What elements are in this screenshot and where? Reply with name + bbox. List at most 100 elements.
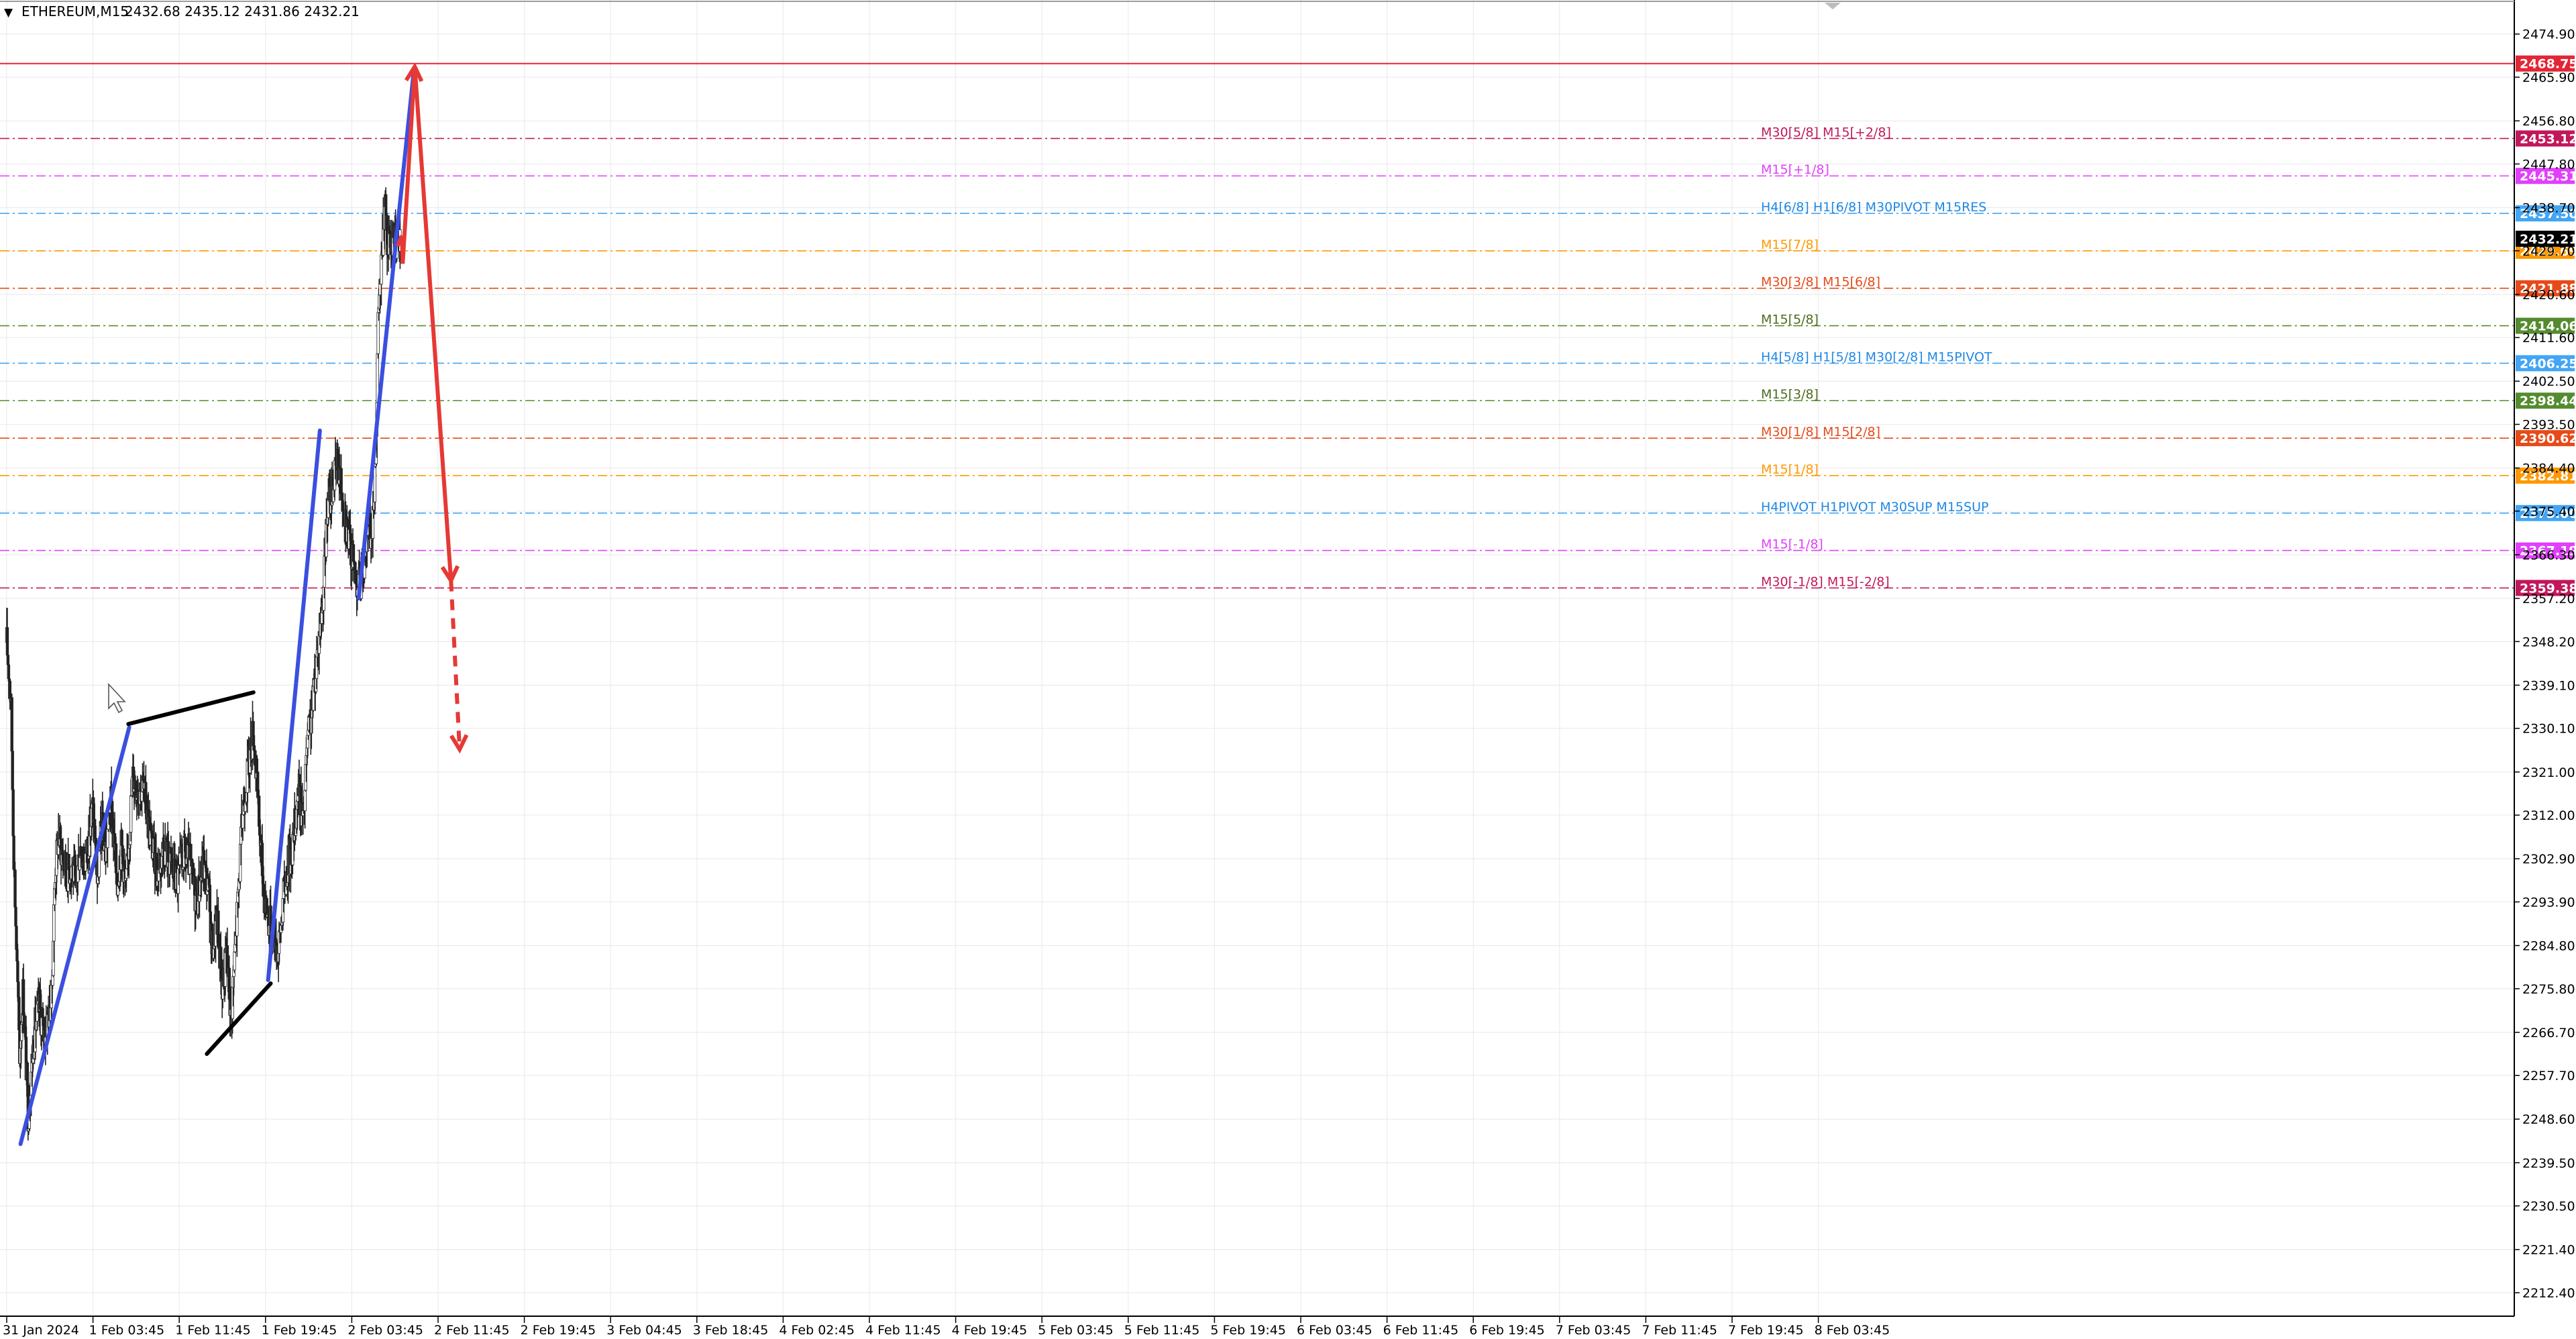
trendline[interactable] xyxy=(266,428,322,982)
candle-body xyxy=(241,814,245,828)
price-tick-label: 2212.40 xyxy=(2522,1286,2575,1301)
level-price-label: 2390.62 xyxy=(2520,431,2576,446)
trendline[interactable] xyxy=(356,68,416,601)
time-tick-label: 4 Feb 11:45 xyxy=(865,1323,941,1338)
level-price-label: 2375.00 xyxy=(2520,506,2576,521)
time-tick-label: 2 Feb 11:45 xyxy=(434,1323,510,1338)
price-tick-label: 2402.50 xyxy=(2522,374,2575,389)
level-tag-label: M30[1/8] M15[2/8] xyxy=(1761,425,1880,439)
trendline[interactable] xyxy=(205,981,273,1057)
projection-arrowhead xyxy=(440,565,460,585)
trendlines[interactable] xyxy=(18,68,416,1146)
time-tick-label: 6 Feb 03:45 xyxy=(1297,1323,1373,1338)
time-tick-label: 6 Feb 19:45 xyxy=(1469,1323,1545,1338)
price-projection xyxy=(395,62,469,754)
current-price-label: 2432.21 xyxy=(2520,232,2576,247)
candle-body xyxy=(114,843,118,873)
candlestick-series xyxy=(5,187,402,1141)
price-tick-label: 2411.60 xyxy=(2522,331,2575,345)
time-tick-label: 5 Feb 03:45 xyxy=(1038,1323,1114,1338)
price-tick-label: 2348.20 xyxy=(2522,635,2575,649)
level-price-label: 2359.38 xyxy=(2520,581,2576,596)
level-price-label: 2445.31 xyxy=(2520,169,2576,184)
price-tick-label: 2257.70 xyxy=(2522,1069,2575,1083)
level-tag-label: M15[+1/8] xyxy=(1761,162,1829,177)
symbol-timeframe: ETHEREUM,M15 xyxy=(21,3,129,19)
time-tick-label: 4 Feb 02:45 xyxy=(779,1323,855,1338)
level-price-box xyxy=(2516,205,2575,222)
price-tick-label: 2357.20 xyxy=(2522,592,2575,606)
price-tick-label: 2293.90 xyxy=(2522,895,2575,910)
level-price-label: 2398.44 xyxy=(2520,394,2576,409)
level-price-label: 2468.75 xyxy=(2520,57,2576,72)
candle-body xyxy=(121,845,124,857)
price-tick-label: 2284.80 xyxy=(2522,939,2575,953)
level-tag-label: H4[6/8] H1[6/8] M30PIVOT M15RES xyxy=(1761,200,1986,215)
price-tick-label: 2438.70 xyxy=(2522,201,2575,215)
price-tick-label: 2366.30 xyxy=(2522,548,2575,563)
level-price-label: 2437.50 xyxy=(2520,207,2576,221)
candle-body xyxy=(254,750,257,766)
trendline[interactable] xyxy=(126,690,256,727)
level-tag-label: M15[1/8] xyxy=(1761,462,1819,477)
time-tick-label: 2 Feb 19:45 xyxy=(521,1323,596,1338)
candle-body xyxy=(106,828,109,849)
level-price-label: 2406.25 xyxy=(2520,356,2576,371)
level-tag-label: M30[5/8] M15[+2/8] xyxy=(1761,125,1891,140)
price-tick-label: 2248.60 xyxy=(2522,1112,2575,1127)
time-tick-label: 7 Feb 19:45 xyxy=(1728,1323,1804,1338)
time-tick-label: 3 Feb 04:45 xyxy=(606,1323,682,1338)
price-tick-label: 2339.10 xyxy=(2522,678,2575,693)
shift-marker-icon[interactable] xyxy=(1825,3,1841,9)
candle-body xyxy=(303,790,307,812)
time-tick-label: 4 Feb 19:45 xyxy=(952,1323,1028,1338)
level-price-label: 2382.81 xyxy=(2520,469,2576,484)
price-tick-label: 2330.10 xyxy=(2522,722,2575,737)
projection-arrowhead-peak xyxy=(404,62,424,83)
candle-body xyxy=(11,751,14,790)
level-price-box xyxy=(2516,317,2575,334)
menu-chevron-icon[interactable]: ▼ xyxy=(4,6,13,19)
time-tick-label: 3 Feb 18:45 xyxy=(693,1323,769,1338)
candle-body xyxy=(373,466,377,502)
level-tag-label: M15[5/8] xyxy=(1761,313,1819,327)
time-tick-label: 7 Feb 03:45 xyxy=(1556,1323,1631,1338)
level-tag-label: M15[3/8] xyxy=(1761,387,1819,402)
level-price-box xyxy=(2516,355,2575,372)
price-tick-label: 2456.80 xyxy=(2522,114,2575,129)
level-price-box xyxy=(2516,392,2575,409)
candle-body xyxy=(262,883,266,891)
time-tick-label: 31 Jan 2024 xyxy=(3,1323,79,1338)
level-price-label: 2367.19 xyxy=(2520,544,2576,559)
level-price-box xyxy=(2516,430,2575,447)
projection-solid-path xyxy=(395,66,453,581)
level-tag-label: M30[-1/8] M15[-2/8] xyxy=(1761,574,1890,589)
trendline[interactable] xyxy=(18,725,131,1146)
price-tick-label: 2474.90 xyxy=(2522,28,2575,42)
price-tick-label: 2312.00 xyxy=(2522,808,2575,823)
cursor-arrow-icon xyxy=(108,682,126,714)
price-tick-label: 2429.70 xyxy=(2522,244,2575,259)
price-tick-label: 2221.40 xyxy=(2522,1243,2575,1258)
current-price-box xyxy=(2516,230,2575,247)
price-tick-label: 2420.60 xyxy=(2522,288,2575,303)
price-tick-label: 2393.50 xyxy=(2522,418,2575,433)
price-tick-label: 2230.50 xyxy=(2522,1199,2575,1214)
level-price-label: 2453.12 xyxy=(2520,131,2576,146)
time-tick-label: 7 Feb 11:45 xyxy=(1642,1323,1717,1338)
time-tick-label: 1 Feb 03:45 xyxy=(89,1323,165,1338)
level-tag-label: M30[3/8] M15[6/8] xyxy=(1761,275,1880,290)
level-price-box xyxy=(2516,280,2575,297)
level-price-box xyxy=(2516,55,2575,72)
time-tick-label: 6 Feb 11:45 xyxy=(1383,1323,1459,1338)
level-tag-label: H4PIVOT H1PIVOT M30SUP M15SUP xyxy=(1761,500,1988,515)
price-tick-label: 2465.90 xyxy=(2522,70,2575,85)
level-price-box xyxy=(2516,542,2575,559)
candle-body xyxy=(129,795,133,833)
level-price-box xyxy=(2516,580,2575,596)
level-tags: 2468.75 2453.12 M30[5/8] M15[+2/8] 2445.31 M… xyxy=(1761,55,2576,596)
time-tick-label: 5 Feb 19:45 xyxy=(1210,1323,1286,1338)
